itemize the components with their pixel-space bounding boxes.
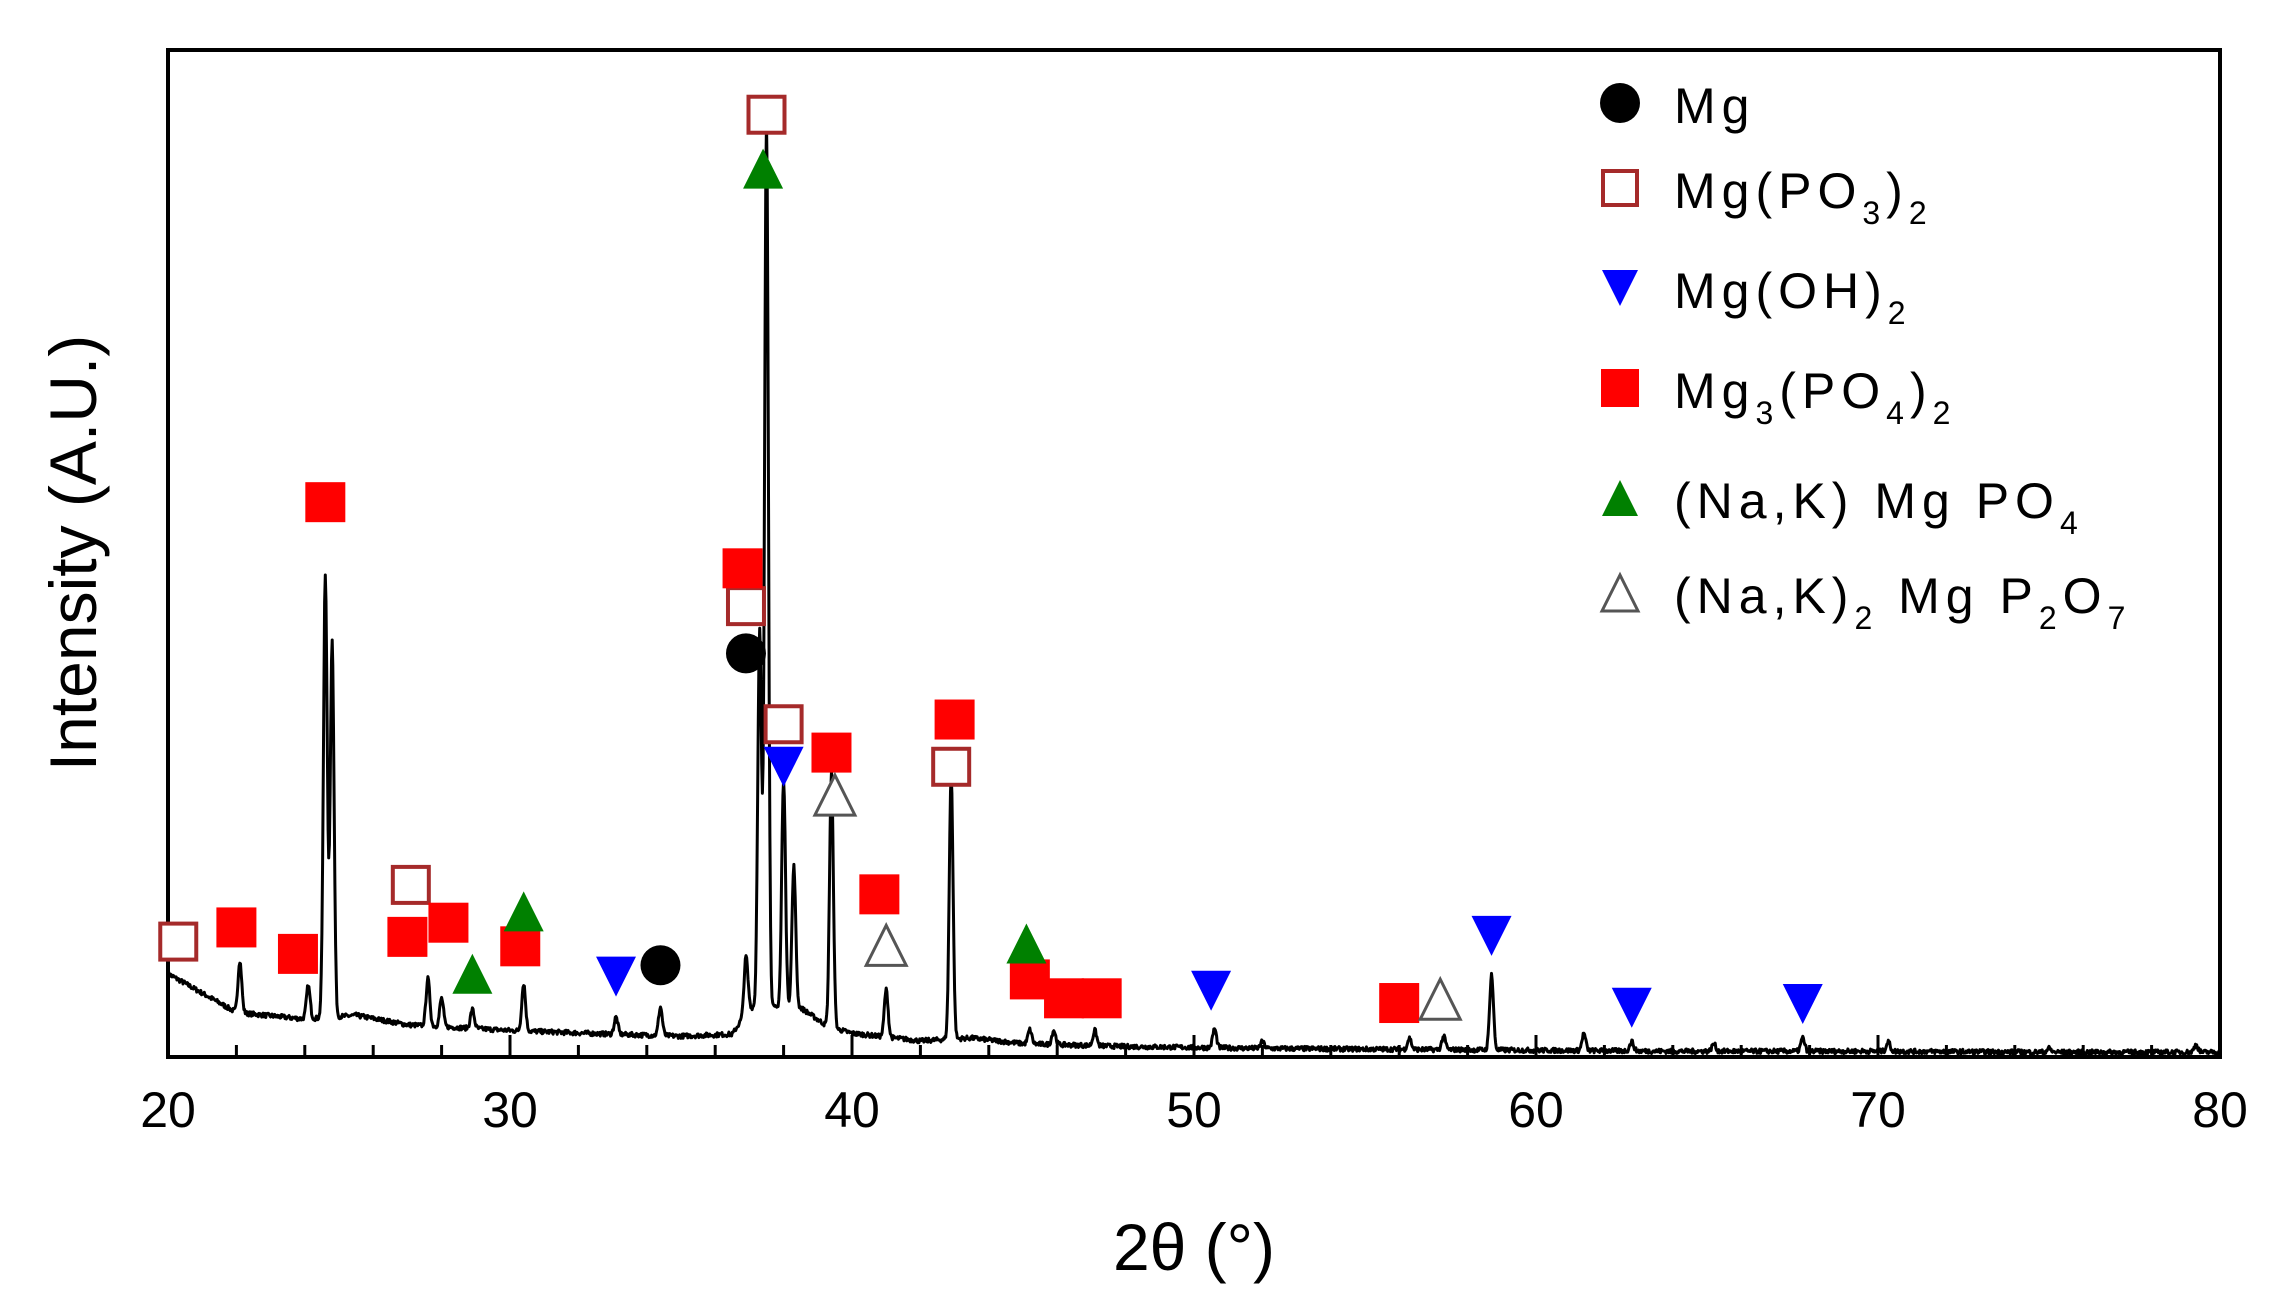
marker-Mg3PO4 — [811, 732, 852, 773]
marker-Mg3PO4 — [216, 907, 257, 948]
x-tick-label: 60 — [1508, 1082, 1564, 1138]
marker-NaKMgPO4 — [1006, 923, 1047, 964]
x-tick-label: 50 — [1166, 1082, 1222, 1138]
legend-marker-NaKMgPO4 — [1602, 480, 1638, 516]
legend-label-MgOH: Mg(OH)2​ — [1674, 263, 1912, 331]
marker-MgOH — [763, 746, 804, 787]
legend-label-Mg: Mg — [1674, 78, 1755, 134]
x-tick-label: 80 — [2192, 1082, 2248, 1138]
legend: Mg Mg(PO3​)2​ Mg(OH)2​ Mg3​(PO4​)2​ (Na,K) M… — [1599, 78, 2131, 636]
marker-Mg3PO4 — [722, 548, 763, 589]
x-tick-label: 30 — [482, 1082, 538, 1138]
marker-Mg — [640, 945, 681, 986]
legend-label-NaK2MgP2O7: (Na,K)2​ Mg P2​O7​ — [1674, 568, 2131, 636]
marker-NaKMgPO4 — [452, 953, 493, 994]
marker-MgOH — [1782, 983, 1823, 1024]
marker-Mg3PO4 — [859, 874, 900, 915]
marker-MgPO3 — [158, 921, 199, 962]
marker-Mg3PO4 — [1044, 978, 1085, 1019]
legend-marker-MgPO3 — [1601, 169, 1639, 207]
legend-label-MgPO3: Mg(PO3​)2​ — [1674, 163, 1933, 231]
marker-MgPO3 — [931, 746, 972, 787]
x-tick-label: 40 — [824, 1082, 880, 1138]
marker-NaKMgPO4 — [743, 148, 784, 189]
x-axis-label: 2θ (°) — [1113, 1210, 1275, 1284]
legend-marker-Mg3PO4 — [1601, 369, 1639, 407]
marker-MgPO3 — [725, 586, 766, 627]
marker-Mg3PO4 — [1379, 983, 1420, 1024]
marker-NaK2MgP2O7 — [863, 922, 909, 967]
marker-MgPO3 — [746, 94, 787, 135]
legend-marker-NaK2MgP2O7 — [1599, 571, 1641, 613]
marker-Mg3PO4 — [387, 916, 428, 957]
marker-NaK2MgP2O7 — [1417, 975, 1463, 1021]
x-axis-tick-labels: 20 30 40 50 60 70 80 — [140, 1082, 2248, 1138]
marker-MgOH — [1471, 915, 1512, 956]
marker-Mg — [725, 633, 766, 674]
marker-NaK2MgP2O7 — [812, 771, 858, 817]
legend-marker-MgOH — [1602, 270, 1638, 306]
marker-Mg3PO4 — [1009, 959, 1050, 1000]
marker-Mg3PO4 — [305, 482, 346, 523]
x-tick-label: 70 — [1850, 1082, 1906, 1138]
marker-Mg3PO4 — [1081, 978, 1122, 1019]
marker-MgPO3 — [763, 704, 804, 745]
legend-label-NaKMgPO4: (Na,K) Mg PO4​ — [1674, 473, 2084, 541]
marker-Mg3PO4 — [934, 699, 975, 740]
marker-MgOH — [1611, 987, 1652, 1028]
marker-MgPO3 — [390, 864, 431, 905]
legend-marker-Mg — [1600, 83, 1640, 123]
marker-MgOH — [596, 956, 637, 997]
xrd-pattern-line — [166, 119, 2221, 1056]
marker-Mg3PO4 — [500, 926, 541, 967]
marker-Mg3PO4 — [428, 902, 469, 943]
phase-markers — [158, 94, 1823, 1028]
x-tick-label: 20 — [140, 1082, 196, 1138]
y-axis-label: Intensity (A.U.) — [36, 335, 110, 771]
marker-Mg3PO4 — [277, 933, 318, 974]
marker-MgOH — [1191, 970, 1232, 1011]
marker-NaKMgPO4 — [503, 891, 544, 932]
legend-label-Mg3PO4: Mg3​(PO4​)2​ — [1674, 363, 1956, 431]
